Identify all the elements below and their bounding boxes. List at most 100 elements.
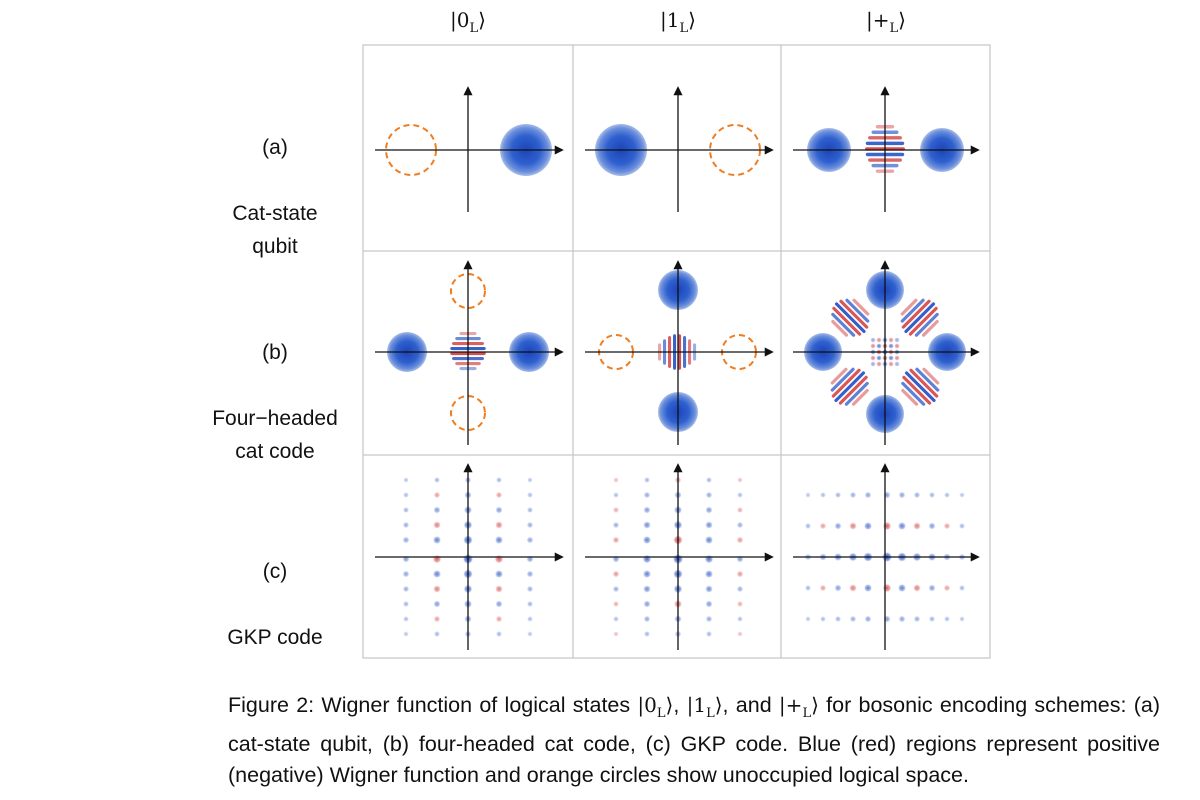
lattice-peak: [913, 522, 921, 530]
lattice-peak: [864, 584, 872, 592]
diagonal-fringes: [901, 367, 940, 406]
lattice-peak: [402, 536, 410, 544]
lattice-peak: [495, 536, 503, 544]
fringe-stripe: [844, 381, 869, 406]
row-name: Cat-state qubit: [232, 202, 318, 258]
lattice-peak: [402, 585, 410, 593]
lattice-peak: [495, 491, 503, 499]
lattice-peak: [834, 522, 842, 530]
lattice-peak: [403, 492, 409, 498]
lattice-peak: [736, 570, 744, 578]
lattice-peak: [643, 570, 651, 578]
diagonal-fringes: [830, 367, 869, 406]
lattice-peak: [495, 585, 503, 593]
lattice-peak: [402, 570, 410, 578]
unoccupied-circle: [450, 395, 486, 431]
fringe-stripe: [832, 306, 862, 336]
lattice-peak: [527, 616, 533, 622]
lattice-peak: [705, 570, 713, 578]
lattice-peak: [849, 491, 857, 499]
lattice-peak: [433, 506, 441, 514]
lattice-peak: [736, 536, 744, 544]
lattice-peak: [612, 585, 620, 593]
lattice-peak: [403, 601, 409, 607]
lattice-peak: [704, 554, 714, 564]
ket-zero: |0L⟩: [637, 693, 674, 721]
lattice-peak: [894, 337, 900, 343]
lattice-peak: [527, 631, 533, 637]
row-label-gkp: (c) GKP code: [180, 522, 370, 687]
lattice-peak: [433, 585, 441, 593]
lattice-peak: [944, 616, 950, 622]
lattice-peak: [864, 615, 872, 623]
lattice-peak: [888, 355, 894, 361]
lattice-peak: [434, 477, 440, 483]
lattice-peak: [613, 507, 619, 513]
lattice-peak: [913, 491, 921, 499]
fringe-stripe: [900, 298, 918, 316]
column-header-plus: |+L⟩: [866, 8, 906, 36]
fringe-stripe: [914, 312, 939, 337]
ket-one: |1L⟩: [686, 693, 723, 721]
fringe-stripe: [845, 298, 870, 323]
lattice-peak: [943, 584, 951, 592]
lattice-peak: [959, 616, 965, 622]
lattice-peak: [612, 521, 620, 529]
lattice-peak: [526, 536, 534, 544]
lattice-peak: [736, 585, 744, 593]
lattice-peak: [494, 554, 504, 564]
lattice-peak: [403, 477, 409, 483]
lattice-peak: [820, 616, 826, 622]
lattice-peak: [496, 631, 502, 637]
lattice-peak: [737, 492, 743, 498]
fringe-stripe: [915, 367, 940, 392]
lattice-peak: [864, 491, 872, 499]
fringe-stripe: [852, 298, 870, 316]
lattice-peak: [849, 615, 857, 623]
lattice-peak: [737, 507, 743, 513]
fringe-stripe: [834, 302, 866, 334]
column-header-one: |1L⟩: [660, 8, 696, 36]
fringe-stripe: [834, 371, 866, 403]
diagonal-fringes: [900, 298, 939, 337]
caption-line-3: (negative) Wigner function and orange ci…: [228, 763, 969, 787]
fringe-stripe: [904, 371, 936, 403]
lattice-peak: [433, 491, 441, 499]
lattice-peak: [805, 585, 811, 591]
lattice-peak: [434, 631, 440, 637]
lattice-peak: [527, 477, 533, 483]
lattice-peak: [959, 492, 965, 498]
panel-grid: [362, 44, 991, 659]
fringe-stripe: [851, 388, 869, 406]
lattice-peak: [943, 522, 951, 530]
lattice-peak: [870, 361, 876, 367]
lattice-peak: [737, 631, 743, 637]
lattice-peak: [433, 615, 441, 623]
lattice-peak: [929, 616, 935, 622]
lattice-peak: [495, 570, 503, 578]
lattice-peak: [705, 506, 713, 514]
lattice-peak: [527, 492, 533, 498]
lattice-peak: [526, 570, 534, 578]
lattice-peak: [894, 343, 900, 349]
lattice-peak: [898, 584, 906, 592]
lattice-peak: [882, 521, 892, 531]
lattice-peak: [612, 536, 620, 544]
figure-caption: Figure 2: Wigner function of logical sta…: [228, 690, 1160, 791]
lattice-peak: [898, 491, 906, 499]
fringe-stripe: [902, 375, 932, 405]
lattice-peak: [888, 337, 894, 343]
lattice-peak: [613, 631, 619, 637]
fringe-stripe: [900, 298, 925, 323]
fringe-stripe: [830, 367, 848, 385]
lattice-peak: [643, 521, 651, 529]
lattice-peak: [403, 631, 409, 637]
lattice-peak: [403, 507, 409, 513]
caption-line-2: cat-state qubit, (b) four-headed cat cod…: [228, 732, 1160, 756]
lattice-peak: [876, 343, 882, 349]
lattice-peak: [495, 506, 503, 514]
lattice-peak: [495, 521, 503, 529]
caption-line-1: Figure 2: Wigner function of logical sta…: [228, 693, 1160, 721]
fringe-stripe: [921, 319, 939, 337]
lattice-peak: [613, 601, 619, 607]
